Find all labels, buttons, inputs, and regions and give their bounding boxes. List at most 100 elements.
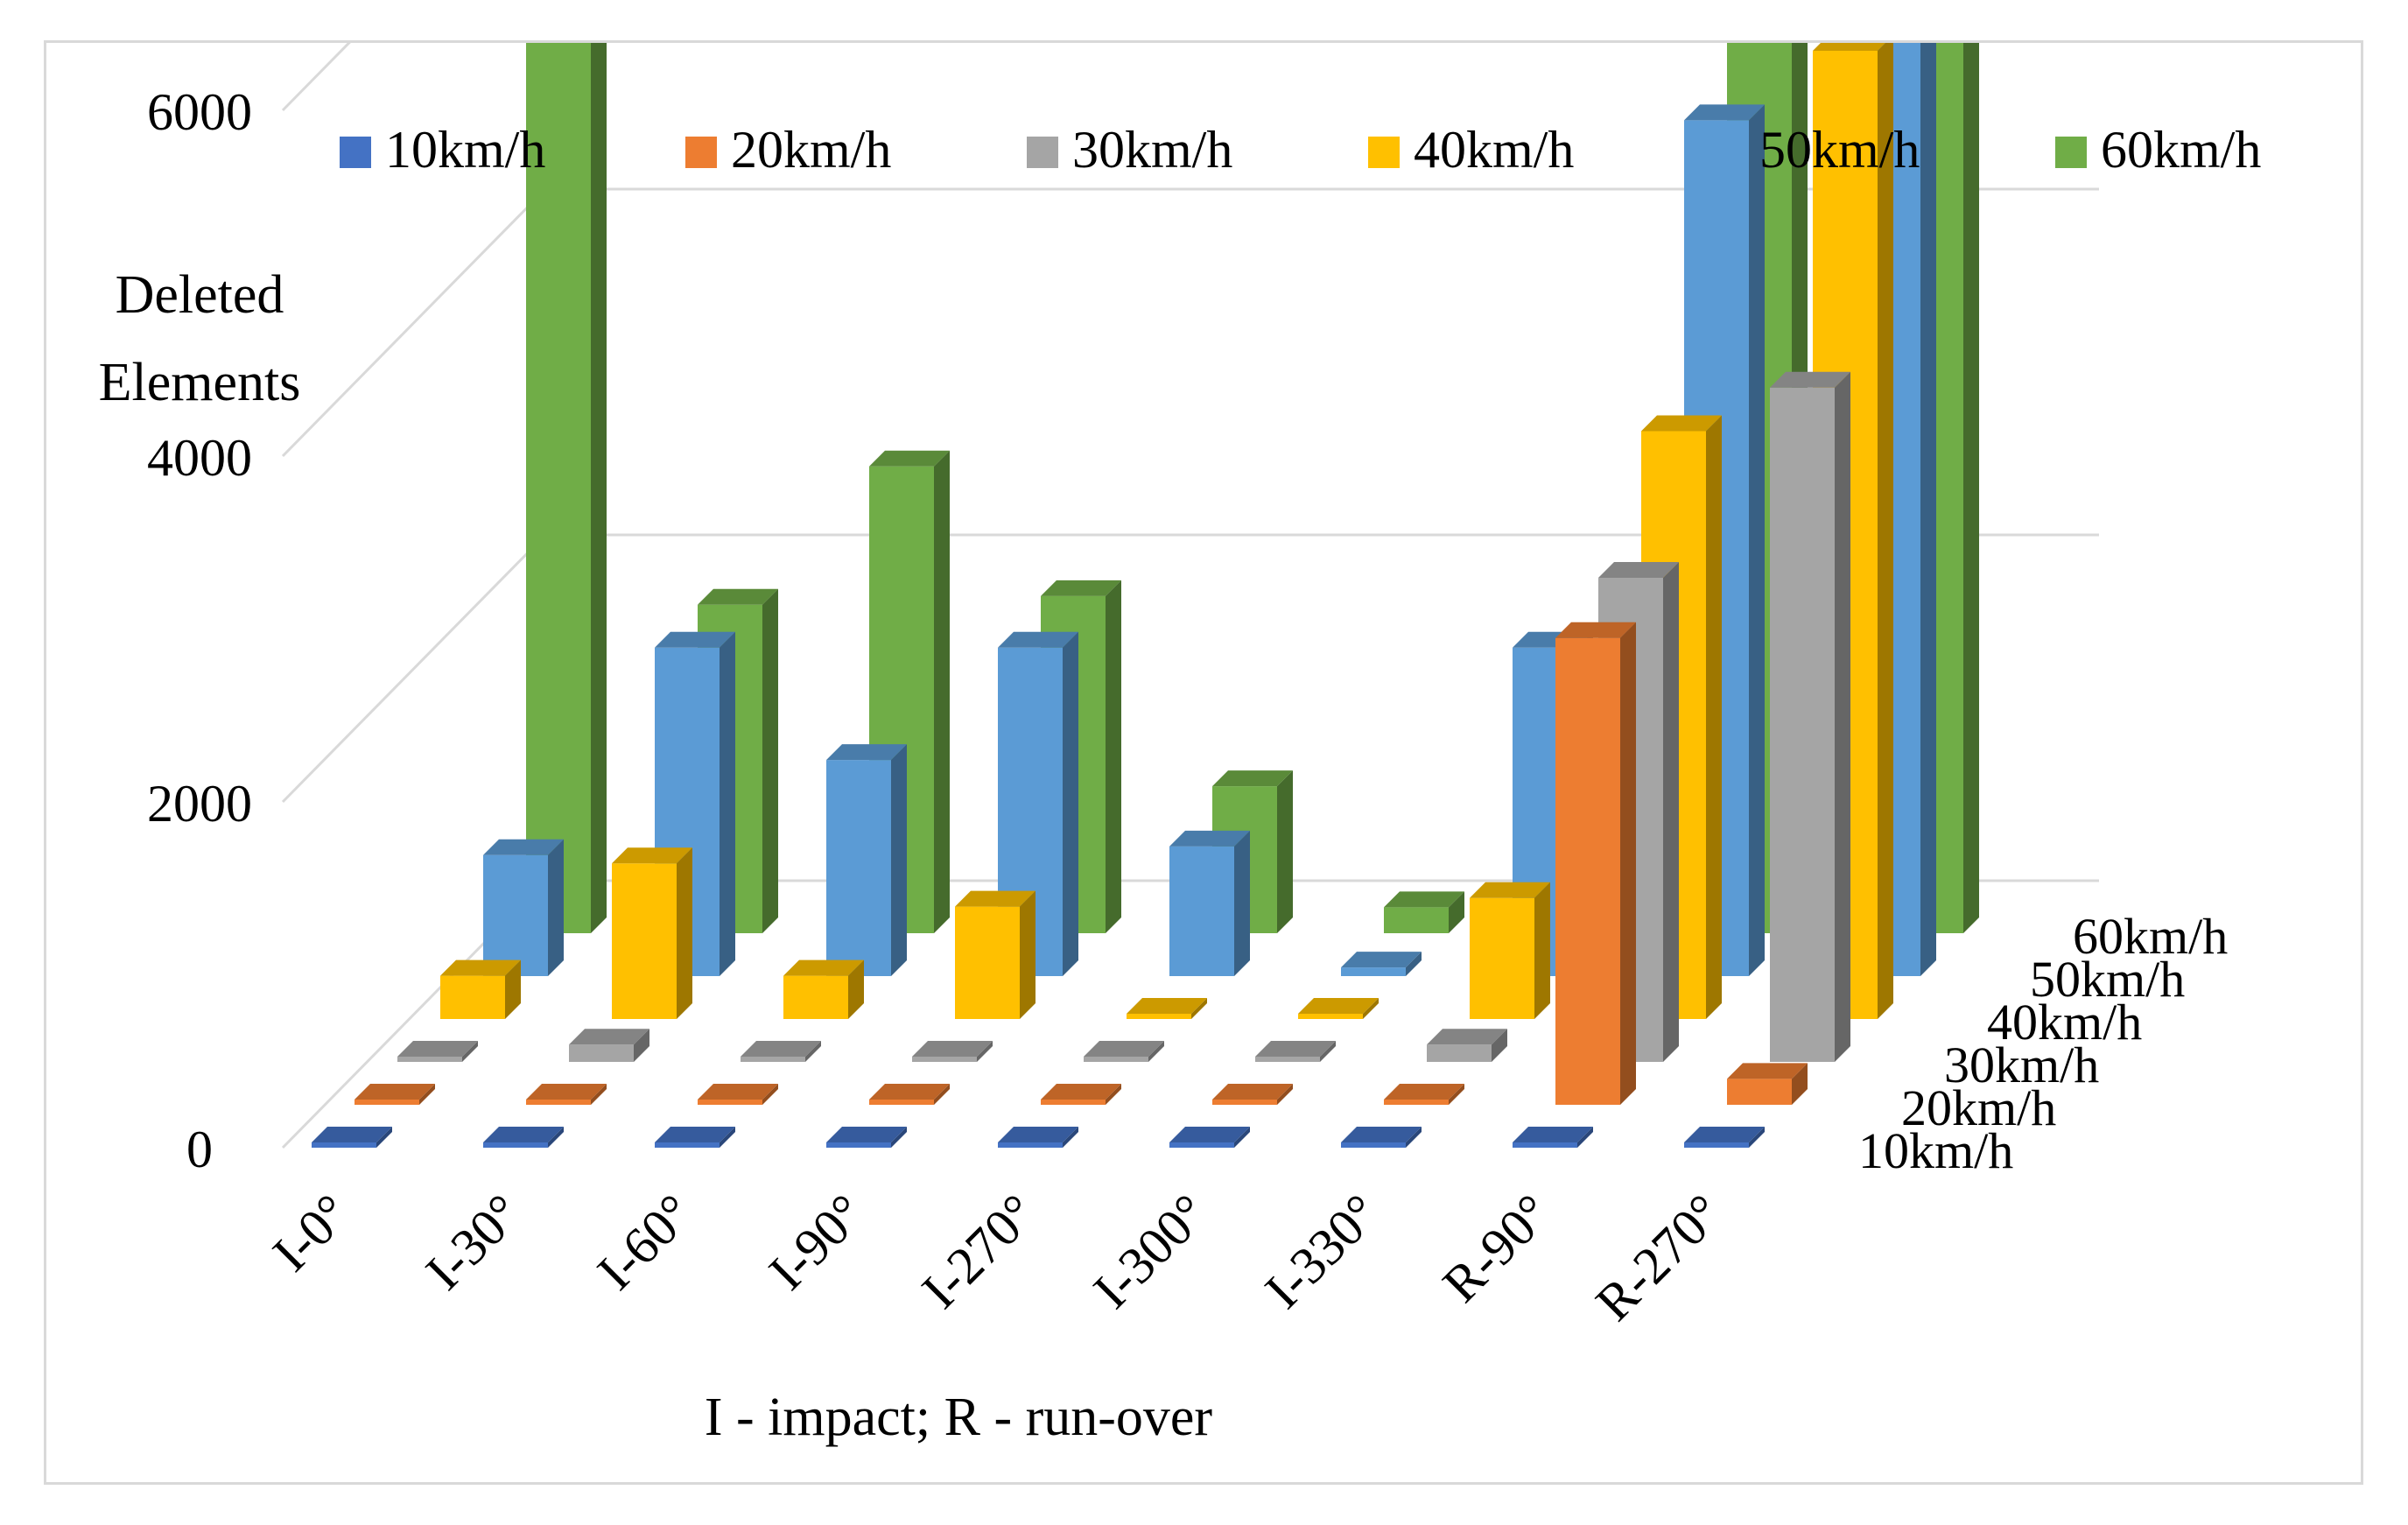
- bar: [1684, 1127, 1765, 1148]
- bar: [826, 744, 907, 976]
- bar: [1298, 998, 1379, 1019]
- bar-front: [526, 43, 591, 933]
- bar-top: [1084, 1041, 1164, 1057]
- bar-side: [1449, 891, 1464, 933]
- bar: [1127, 998, 1207, 1019]
- legend-label: 50km/h: [1759, 121, 1920, 179]
- y-tick-label: 0: [186, 1121, 213, 1178]
- bar-front: [1169, 846, 1234, 976]
- bar-top: [1641, 415, 1722, 432]
- bar: [526, 1084, 607, 1105]
- bar-top: [655, 631, 735, 648]
- bar: [1384, 1084, 1464, 1105]
- bar-side: [1577, 1127, 1593, 1148]
- bar-side: [1492, 1029, 1507, 1062]
- bar-top: [440, 959, 521, 976]
- bar-top: [612, 847, 692, 864]
- x-tick-label: I-0°: [262, 1184, 361, 1283]
- bar: [1341, 1127, 1422, 1148]
- legend-item: 40km/h: [1368, 121, 1574, 179]
- legend-label: 40km/h: [1414, 121, 1574, 179]
- bar-front: [1427, 1044, 1492, 1062]
- bar-top: [483, 1127, 564, 1142]
- bar-front: [1212, 1100, 1277, 1105]
- bar-side: [548, 1127, 564, 1148]
- bar-top: [1341, 952, 1422, 968]
- bar-top: [1513, 1127, 1593, 1142]
- bar-side: [762, 1084, 778, 1105]
- bar-side: [1620, 622, 1636, 1105]
- bar: [741, 1041, 821, 1062]
- legend: 10km/h 20km/h 30km/h 40km/h 50km/h 60km/h: [340, 121, 2261, 179]
- bar: [612, 847, 692, 1019]
- bar-front: [1341, 967, 1406, 976]
- bar-side: [1663, 562, 1679, 1062]
- bar-side: [1835, 371, 1850, 1062]
- bar: [1169, 1127, 1250, 1148]
- bar-side: [376, 1127, 392, 1148]
- bar-top: [869, 450, 950, 467]
- bar-side: [1792, 1063, 1808, 1105]
- bar-front: [397, 1057, 462, 1062]
- legend-label: 30km/h: [1072, 121, 1232, 179]
- bar-front: [698, 1100, 762, 1105]
- bar-side: [848, 959, 864, 1019]
- legend-swatch: [1368, 137, 1400, 168]
- bar-side: [1749, 104, 1765, 976]
- bar-top: [526, 1084, 607, 1100]
- bar: [1513, 1127, 1593, 1148]
- bar-top: [1169, 830, 1250, 847]
- bar-top: [1770, 371, 1850, 388]
- bar-top: [1684, 104, 1765, 121]
- bar: [526, 43, 607, 933]
- legend-swatch: [1027, 137, 1058, 168]
- y-axis-ticks: 02000400060008000: [147, 83, 252, 1178]
- bar-top: [1041, 1084, 1121, 1100]
- bar-side: [977, 1041, 993, 1062]
- bar-top: [655, 1127, 735, 1142]
- bar-front: [1470, 897, 1534, 1019]
- bar-side: [1277, 770, 1293, 933]
- depth-tick-label: 20km/h: [1901, 1079, 2056, 1136]
- chart-bars: [312, 43, 1979, 1148]
- bar: [355, 1084, 435, 1105]
- bar-side: [1234, 1127, 1250, 1148]
- depth-tick-label: 10km/h: [1858, 1122, 2013, 1179]
- bar-front: [783, 975, 848, 1019]
- x-tick-label: I-300°: [1083, 1184, 1219, 1320]
- bar-top: [1212, 1084, 1293, 1100]
- bar-front: [355, 1100, 419, 1105]
- bar: [312, 1127, 392, 1148]
- bar: [440, 959, 521, 1019]
- bar-top: [869, 1084, 950, 1100]
- bar-top: [1384, 1084, 1464, 1100]
- bar-side: [1963, 43, 1979, 933]
- bar-side: [805, 1041, 821, 1062]
- bar-side: [1320, 1041, 1336, 1062]
- bar: [1212, 1084, 1293, 1105]
- bar-side: [1449, 1084, 1464, 1105]
- bar: [955, 890, 1036, 1019]
- bar: [483, 839, 564, 976]
- bar: [869, 450, 950, 933]
- depth-tick-label: 60km/h: [2073, 908, 2228, 965]
- x-tick-label: I-30°: [415, 1184, 532, 1301]
- bar-side: [505, 959, 521, 1019]
- bar-top: [1598, 562, 1679, 578]
- bar-top: [1212, 770, 1293, 787]
- bar-side: [1406, 1127, 1422, 1148]
- bar-side: [1534, 882, 1550, 1019]
- chart-frame: 02000400060008000 I-0°I-30°I-60°I-90°I-2…: [44, 40, 2363, 1485]
- depth-tick-label: 40km/h: [1987, 994, 2142, 1051]
- bar-chart-3d: 02000400060008000 I-0°I-30°I-60°I-90°I-2…: [99, 43, 2261, 1447]
- bar-front: [1298, 1014, 1363, 1019]
- bar-front: [869, 1100, 934, 1105]
- bar-top: [998, 1127, 1078, 1142]
- x-tick-label: I-330°: [1254, 1184, 1391, 1320]
- bar-top: [1470, 882, 1550, 898]
- bar-side: [1063, 631, 1078, 976]
- bar-top: [1041, 580, 1121, 596]
- legend-swatch: [340, 137, 371, 168]
- y-tick-label: 6000: [147, 83, 252, 141]
- bar-front: [526, 1100, 591, 1105]
